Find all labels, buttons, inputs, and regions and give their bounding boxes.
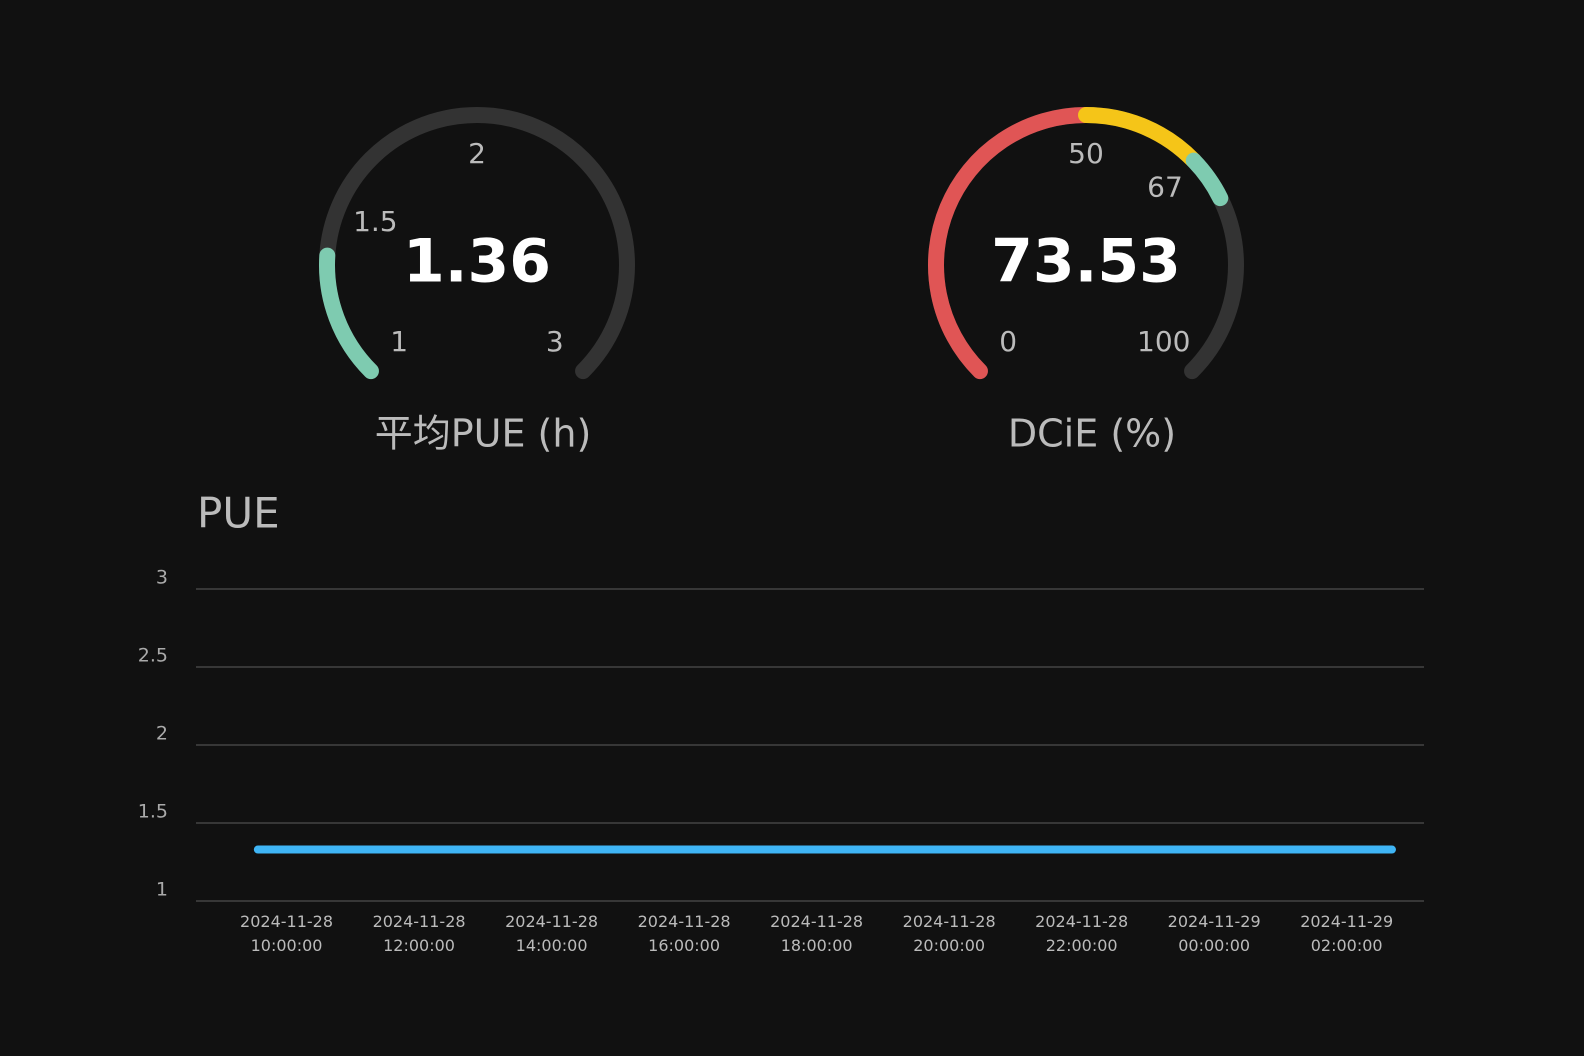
gauge-value: 1.36 bbox=[403, 227, 551, 297]
y-tick-label: 3 bbox=[156, 567, 168, 589]
gauge-tick-label: 0 bbox=[999, 325, 1017, 358]
x-tick-label: 2024-11-28 16:00:00 bbox=[637, 912, 731, 955]
gauge-value: 73.53 bbox=[991, 227, 1181, 297]
gauge-value-arc bbox=[1185, 152, 1229, 207]
gauge-value-arc bbox=[928, 107, 1094, 380]
chart-title: PUE bbox=[197, 489, 280, 538]
gauge-tick-label: 50 bbox=[1068, 137, 1104, 170]
x-tick-label: 2024-11-28 12:00:00 bbox=[372, 912, 466, 955]
y-tick-label: 1.5 bbox=[138, 801, 168, 823]
x-tick-label: 2024-11-28 22:00:00 bbox=[1035, 912, 1129, 955]
x-tick-label: 2024-11-29 02:00:00 bbox=[1300, 912, 1394, 955]
gauge-value-arc bbox=[319, 247, 379, 380]
gauge-tick-label: 100 bbox=[1137, 325, 1190, 358]
x-tick-label: 2024-11-29 00:00:00 bbox=[1167, 912, 1261, 955]
x-tick-label: 2024-11-28 10:00:00 bbox=[240, 912, 334, 955]
y-tick-label: 1 bbox=[156, 879, 168, 901]
gauge-tick-label: 67 bbox=[1147, 170, 1183, 203]
gauge-tick-label: 3 bbox=[546, 325, 564, 358]
gauge-value-arc bbox=[1078, 107, 1202, 169]
x-tick-label: 2024-11-28 18:00:00 bbox=[770, 912, 864, 955]
gauge-tick-label: 1.5 bbox=[353, 205, 398, 238]
y-tick-label: 2.5 bbox=[138, 645, 168, 667]
x-tick-label: 2024-11-28 14:00:00 bbox=[505, 912, 599, 955]
gauge-title: 平均PUE (h) bbox=[375, 412, 592, 456]
x-tick-label: 2024-11-28 20:00:00 bbox=[902, 912, 996, 955]
gauge-tick-label: 1 bbox=[390, 325, 408, 358]
gauge-title: DCiE (%) bbox=[1008, 412, 1176, 456]
y-tick-label: 2 bbox=[156, 723, 168, 745]
gauge-tick-label: 2 bbox=[468, 137, 486, 170]
